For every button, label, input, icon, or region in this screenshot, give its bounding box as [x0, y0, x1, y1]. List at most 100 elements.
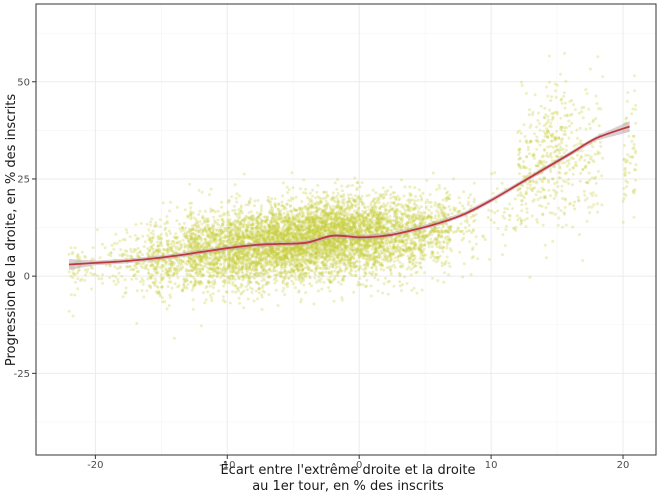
scatter-point — [188, 262, 192, 266]
scatter-point — [296, 227, 300, 231]
scatter-point — [162, 264, 166, 268]
scatter-point — [213, 262, 217, 266]
scatter-point — [300, 277, 304, 280]
scatter-point — [260, 293, 264, 297]
scatter-point — [211, 208, 215, 212]
scatter-point — [220, 267, 224, 271]
scatter-point — [159, 232, 163, 236]
scatter-point — [219, 239, 223, 242]
scatter-point — [192, 238, 196, 242]
scatter-point — [236, 287, 240, 291]
scatter-point — [342, 201, 346, 205]
scatter-point — [166, 251, 170, 255]
scatter-point — [331, 212, 335, 216]
scatter-point — [245, 251, 249, 255]
scatter-point — [67, 270, 71, 274]
scatter-point — [217, 258, 221, 262]
scatter-point — [249, 230, 253, 234]
scatter-point — [217, 266, 221, 270]
scatter-point — [209, 261, 213, 265]
scatter-point — [269, 203, 273, 207]
scatter-point — [270, 219, 274, 223]
scatter-point — [129, 254, 133, 258]
scatter-point — [310, 255, 314, 259]
scatter-point — [168, 273, 172, 277]
scatter-point — [136, 246, 140, 250]
scatter-point — [177, 269, 181, 273]
scatter-point — [260, 228, 263, 231]
scatter-point — [236, 274, 240, 278]
scatter-point — [207, 280, 211, 283]
scatter-point — [199, 255, 203, 259]
scatter-point — [138, 251, 142, 255]
scatter-point — [215, 255, 219, 259]
scatter-point — [256, 281, 260, 285]
scatter-point — [199, 258, 203, 262]
scatter-point — [234, 196, 238, 200]
scatter-point — [339, 248, 343, 252]
scatter-point — [218, 233, 222, 237]
scatter-point — [307, 202, 310, 206]
scatter-point — [231, 290, 234, 294]
scatter-point — [70, 252, 74, 256]
scatter-point — [140, 289, 144, 292]
scatter-point — [187, 256, 191, 260]
scatter-point — [236, 229, 239, 233]
scatter-point — [225, 275, 229, 279]
scatter-point — [233, 235, 237, 239]
scatter-point — [253, 235, 257, 239]
scatter-point — [208, 227, 211, 231]
scatter-point — [109, 254, 113, 258]
scatter-point — [198, 283, 202, 286]
scatter-point — [155, 249, 159, 253]
scatter-point — [333, 269, 337, 273]
scatter-point — [304, 187, 308, 191]
scatter-point — [169, 200, 173, 204]
scatter-point — [183, 234, 187, 238]
scatter-point — [315, 254, 318, 258]
scatter-point — [174, 241, 177, 245]
scatter-point — [215, 256, 219, 260]
scatter-point — [270, 197, 274, 201]
scatter-point — [192, 223, 196, 227]
scatter-point — [245, 233, 249, 237]
scatter-point — [253, 269, 256, 273]
scatter-point — [73, 273, 77, 276]
scatter-point — [242, 259, 246, 263]
scatter-point — [244, 223, 248, 227]
scatter-point — [206, 217, 210, 221]
scatter-point — [250, 232, 254, 235]
scatter-point — [338, 211, 342, 215]
scatter-point — [169, 247, 173, 251]
scatter-point — [241, 252, 245, 256]
scatter-point — [208, 262, 212, 266]
scatter-point — [242, 249, 245, 253]
scatter-point — [260, 279, 264, 283]
scatter-point — [242, 235, 246, 239]
scatter-point — [196, 238, 200, 242]
scatter-point — [205, 259, 209, 263]
scatter-point — [95, 228, 99, 232]
scatter-point — [299, 252, 303, 256]
scatter-point — [185, 259, 189, 263]
scatter-point — [222, 243, 225, 247]
scatter-point — [237, 252, 241, 256]
scatter-point — [164, 267, 168, 271]
scatter-point — [245, 262, 249, 266]
scatter-point — [165, 242, 169, 246]
scatter-point — [191, 211, 195, 215]
scatter-point — [196, 241, 200, 245]
scatter-point — [160, 278, 164, 282]
scatter-point — [201, 214, 205, 218]
scatter-point — [215, 232, 219, 236]
scatter-point — [189, 236, 193, 240]
scatter-point — [260, 267, 264, 270]
scatter-point — [137, 237, 140, 241]
scatter-point — [230, 223, 234, 227]
scatter-point — [238, 301, 242, 305]
scatter-point — [190, 264, 194, 268]
scatter-point — [241, 262, 245, 265]
scatter-point — [215, 274, 219, 278]
scatter-point — [336, 191, 340, 195]
scatter-point — [158, 292, 162, 296]
